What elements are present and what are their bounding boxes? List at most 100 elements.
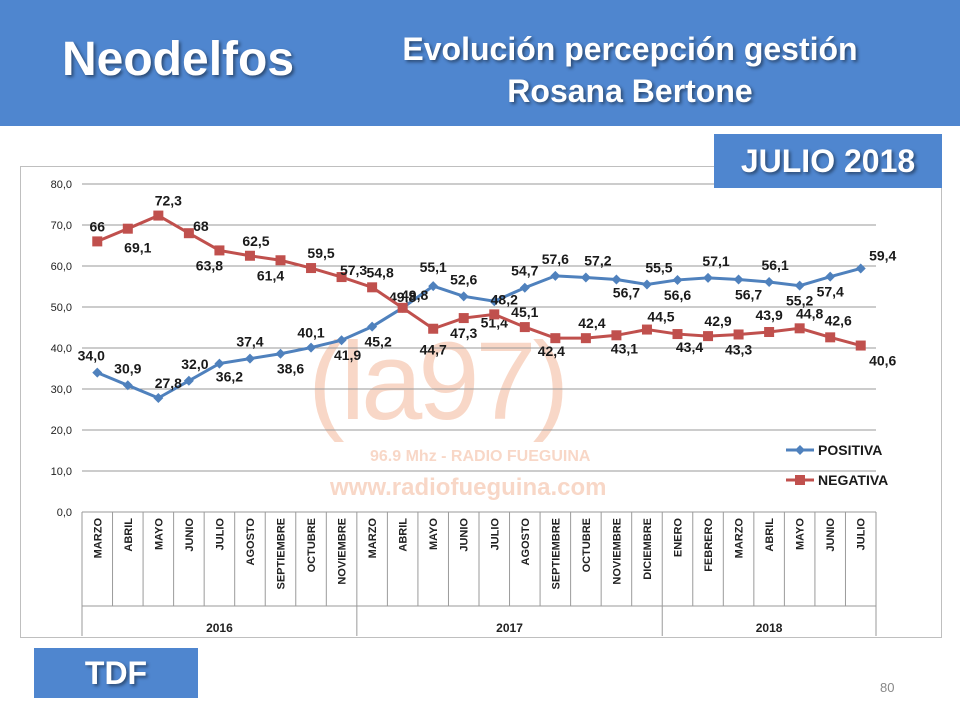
data-label-positiva: 45,2 xyxy=(364,334,391,350)
x-tick-label: MARZO xyxy=(367,518,379,559)
legend-marker xyxy=(795,445,805,455)
data-point-negativa xyxy=(306,263,317,274)
data-point-negativa xyxy=(703,331,714,342)
data-label-negativa: 42,4 xyxy=(578,315,605,331)
data-label-positiva: 55,2 xyxy=(786,293,813,309)
data-label-negativa: 44,8 xyxy=(796,305,823,321)
x-tick-label: AGOSTO xyxy=(520,518,532,566)
data-point-negativa xyxy=(825,332,836,343)
x-tick-label: AGOSTO xyxy=(245,518,257,566)
y-tick-label: 10,0 xyxy=(51,466,72,478)
data-label-negativa: 59,5 xyxy=(307,245,334,261)
series-line-negativa xyxy=(96,213,862,347)
data-point-negativa xyxy=(214,245,225,256)
data-label-positiva: 57,1 xyxy=(702,253,729,269)
x-tick-label: MAYO xyxy=(153,518,165,550)
data-label-negativa: 63,8 xyxy=(196,257,223,273)
legend-marker xyxy=(795,475,805,485)
data-label-negativa: 62,5 xyxy=(242,233,269,249)
data-point-positiva xyxy=(794,280,805,291)
chart-title: Evolución percepción gestión Rosana Bert… xyxy=(340,28,920,112)
data-point-negativa xyxy=(764,327,775,338)
data-label-positiva: 30,9 xyxy=(114,360,141,376)
data-label-positiva: 32,0 xyxy=(181,356,208,372)
data-label-negativa: 47,3 xyxy=(450,325,477,341)
data-point-negativa xyxy=(428,323,439,334)
data-point-positiva xyxy=(764,276,775,287)
title-line-2: Rosana Bertone xyxy=(507,73,753,109)
data-point-negativa xyxy=(611,330,622,341)
data-point-negativa xyxy=(672,329,683,340)
data-point-positiva xyxy=(92,367,103,378)
data-label-positiva: 49,8 xyxy=(389,289,416,305)
data-label-negativa: 42,9 xyxy=(704,313,731,329)
data-point-negativa xyxy=(244,250,255,261)
data-point-positiva xyxy=(672,274,683,285)
series-line-positiva xyxy=(96,267,862,400)
data-point-negativa xyxy=(855,340,866,351)
data-point-negativa xyxy=(92,236,103,247)
watermark-logo: (la97) xyxy=(308,320,569,443)
data-label-positiva: 52,6 xyxy=(450,271,477,287)
data-point-negativa xyxy=(489,309,500,320)
data-label-positiva: 40,1 xyxy=(297,325,324,341)
data-label-positiva: 36,2 xyxy=(216,369,243,385)
x-tick-label: MARZO xyxy=(734,518,746,559)
x-tick-label: JULIO xyxy=(856,518,868,551)
data-point-positiva xyxy=(336,335,347,346)
data-point-positiva xyxy=(428,281,439,292)
data-point-positiva xyxy=(489,296,500,307)
data-label-positiva: 38,6 xyxy=(277,361,304,377)
x-tick-label: JUNIO xyxy=(825,518,837,552)
data-label-negativa: 48,2 xyxy=(491,291,518,307)
data-point-negativa xyxy=(122,223,133,234)
data-label-negativa: 54,8 xyxy=(366,264,393,280)
data-point-positiva xyxy=(550,270,561,281)
x-tick-label: DICIEMBRE xyxy=(642,518,654,580)
x-tick-label: JUNIO xyxy=(459,518,471,552)
data-label-negativa: 43,1 xyxy=(611,340,638,356)
data-label-negativa: 57,3 xyxy=(340,262,367,278)
data-label-negativa: 42,6 xyxy=(825,312,852,328)
header-bar: Neodelfos Evolución percepción gestión R… xyxy=(0,0,960,126)
watermark-url: www.radiofueguina.com xyxy=(330,474,607,501)
data-label-positiva: 41,9 xyxy=(334,347,361,363)
year-label: 2017 xyxy=(496,621,523,635)
data-label-negativa: 40,6 xyxy=(869,353,896,369)
page-number: 80 xyxy=(880,680,895,695)
y-tick-label: 0,0 xyxy=(57,507,72,519)
x-tick-label: ABRIL xyxy=(764,518,776,552)
data-point-positiva xyxy=(275,348,286,359)
data-point-positiva xyxy=(733,274,744,285)
title-line-1: Evolución percepción gestión xyxy=(402,31,858,67)
y-tick-label: 70,0 xyxy=(51,220,72,232)
data-point-positiva xyxy=(641,279,652,290)
legend-label: POSITIVA xyxy=(818,442,882,458)
data-label-negativa: 68 xyxy=(193,218,209,234)
y-tick-label: 40,0 xyxy=(51,343,72,355)
data-label-positiva: 55,5 xyxy=(645,259,672,275)
data-label-positiva: 54,7 xyxy=(511,263,538,279)
date-badge: JULIO 2018 xyxy=(714,134,942,188)
data-label-positiva: 56,7 xyxy=(613,285,640,301)
x-tick-label: SEPTIEMBRE xyxy=(550,518,562,590)
x-tick-label: ENERO xyxy=(673,518,685,558)
data-point-negativa xyxy=(641,324,652,335)
x-tick-label: MAYO xyxy=(428,518,440,550)
data-label-positiva: 34,0 xyxy=(78,348,105,364)
chart-frame xyxy=(20,166,942,638)
x-tick-label: MAYO xyxy=(795,518,807,550)
year-label: 2018 xyxy=(756,621,783,635)
data-label-negativa: 66 xyxy=(89,218,105,234)
data-point-positiva xyxy=(611,274,622,285)
data-point-negativa xyxy=(183,228,194,239)
data-label-negativa: 49,8 xyxy=(401,287,428,303)
data-point-negativa xyxy=(367,282,378,293)
y-tick-label: 80,0 xyxy=(51,179,72,191)
data-point-positiva xyxy=(122,380,133,391)
y-tick-label: 50,0 xyxy=(51,302,72,314)
data-label-positiva: 57,6 xyxy=(542,251,569,267)
year-label: 2016 xyxy=(206,621,233,635)
data-label-negativa: 43,4 xyxy=(676,339,703,355)
data-point-positiva xyxy=(153,393,164,404)
